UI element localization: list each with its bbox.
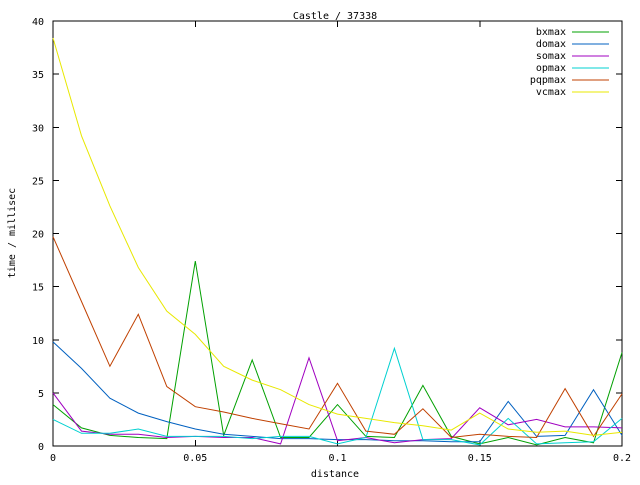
y-tick-label: 15 bbox=[32, 283, 44, 294]
x-tick-label: 0.15 bbox=[468, 453, 492, 464]
y-tick-label: 5 bbox=[38, 389, 44, 400]
series-line-pqpmax bbox=[52, 236, 623, 439]
y-tick-label: 35 bbox=[32, 70, 44, 81]
series-lines bbox=[52, 37, 623, 446]
x-axis-label: distance bbox=[311, 469, 359, 480]
y-tick-label: 25 bbox=[32, 176, 44, 187]
y-axis-label: time / millisec bbox=[7, 188, 18, 278]
series-line-domax bbox=[52, 341, 623, 443]
legend-label-domax: domax bbox=[536, 39, 566, 50]
chart-title: Castle / 37338 bbox=[293, 11, 377, 22]
legend-label-bxmax: bxmax bbox=[536, 27, 566, 38]
series-line-somax bbox=[52, 356, 623, 445]
axes: 0 0.05 0.1 0.15 0.2 0 5 10 15 20 25 30 35 40 bbox=[32, 17, 631, 464]
y-tick-label: 0 bbox=[38, 442, 44, 453]
legend-label-somax: somax bbox=[536, 51, 566, 62]
series-line-bxmax bbox=[52, 261, 623, 446]
x-tick-label: 0.05 bbox=[183, 453, 207, 464]
y-tick-label: 40 bbox=[32, 17, 44, 28]
x-tick-label: 0.2 bbox=[613, 453, 631, 464]
y-tick-label: 20 bbox=[32, 230, 44, 241]
y-tick-label: 30 bbox=[32, 123, 44, 134]
legend-label-pqpmax: pqpmax bbox=[530, 75, 566, 86]
series-line-vcmax bbox=[52, 37, 623, 436]
series-line-opmax bbox=[52, 346, 623, 446]
x-tick-label: 0.1 bbox=[328, 453, 346, 464]
legend-label-opmax: opmax bbox=[536, 63, 566, 74]
legend-label-vcmax: vcmax bbox=[536, 87, 566, 98]
y-tick-label: 10 bbox=[32, 336, 44, 347]
x-tick-label: 0 bbox=[50, 453, 56, 464]
